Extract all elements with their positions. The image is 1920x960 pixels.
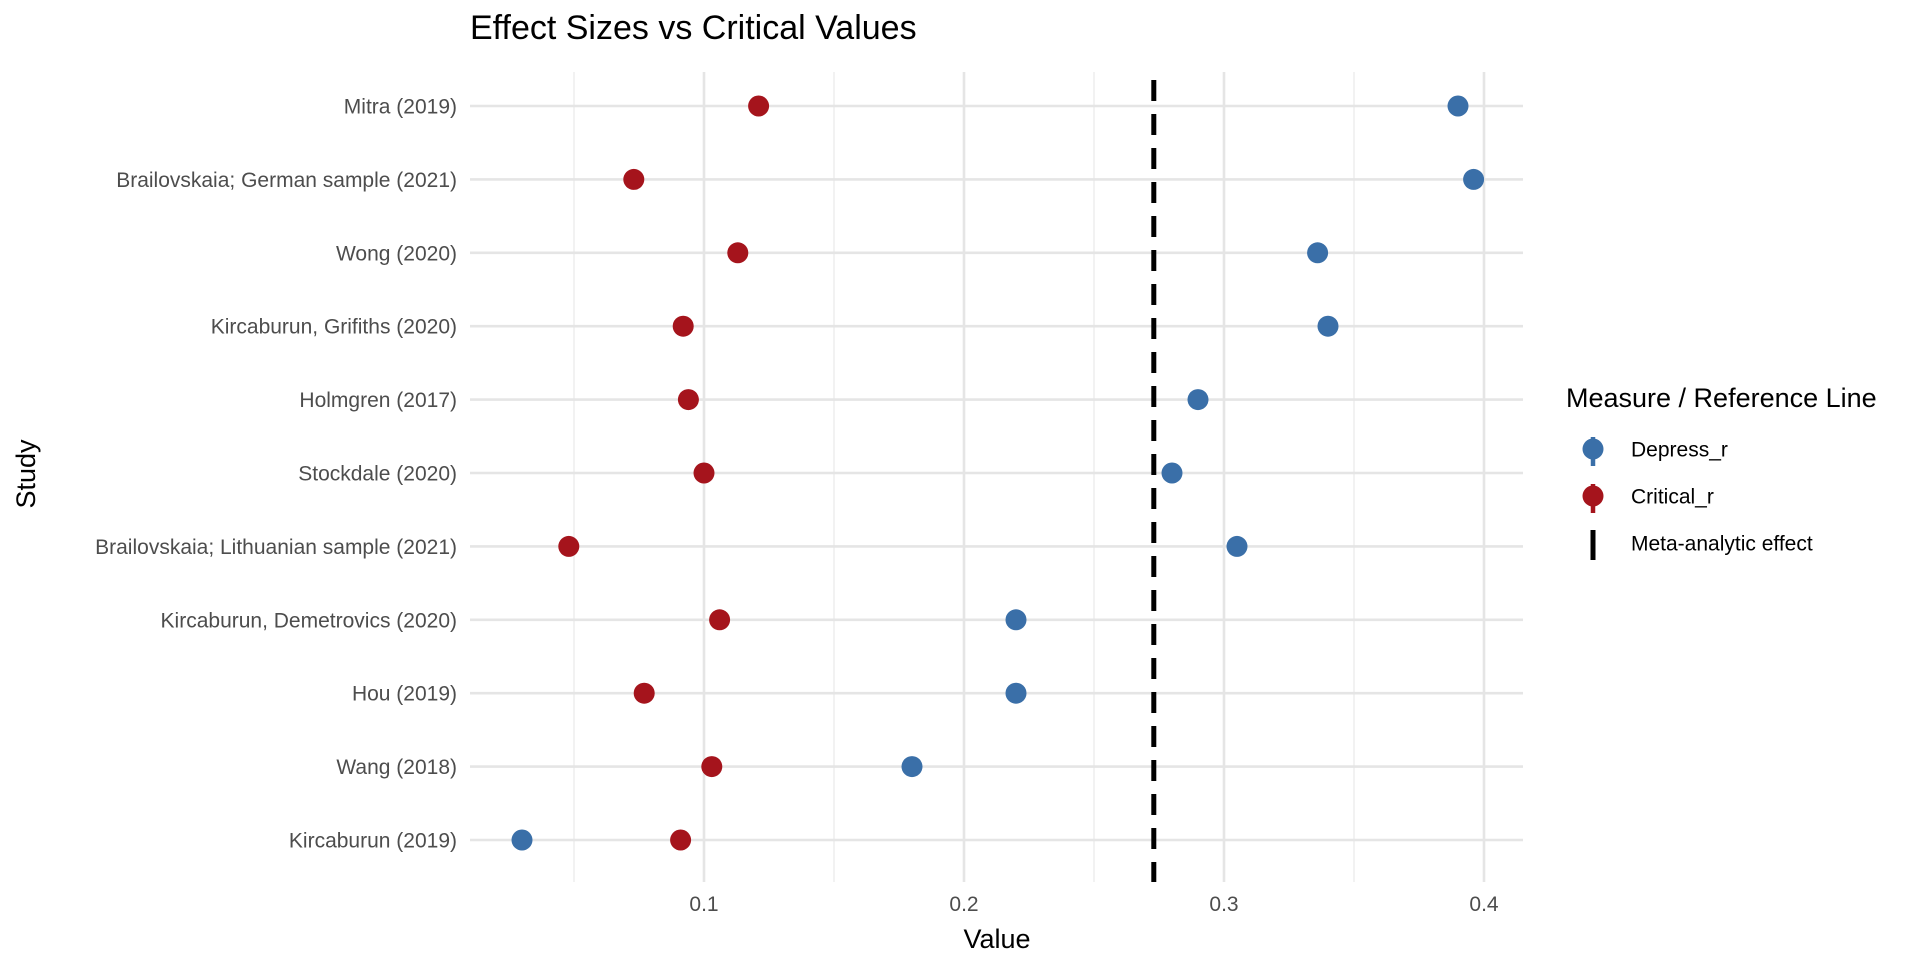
point-critical-r	[670, 829, 692, 851]
legend-key	[1582, 484, 1604, 513]
legend-items: Depress_r Critical_r Meta-analytic effect	[1582, 437, 1813, 560]
legend-key	[1582, 437, 1604, 466]
point-depress-r	[1307, 242, 1329, 264]
y-tick-label: Wang (2018)	[336, 756, 457, 779]
y-tick-label: Holmgren (2017)	[299, 389, 457, 412]
point-depress-r	[511, 829, 533, 851]
point-depress-r	[1161, 462, 1183, 484]
y-tick-label: Wong (2020)	[336, 242, 457, 265]
legend-title: Measure / Reference Line	[1566, 383, 1877, 413]
point-critical-r	[727, 242, 749, 264]
point-critical-r	[748, 95, 770, 117]
y-tick-label: Kircaburun, Demetrovics (2020)	[161, 609, 457, 632]
point-depress-r	[1005, 682, 1027, 704]
y-tick-label: Brailovskaia; German sample (2021)	[116, 169, 457, 192]
x-tick-label: 0.1	[689, 893, 718, 916]
point-depress-r	[901, 756, 923, 778]
data-points	[511, 95, 1485, 851]
y-tick-label: Stockdale (2020)	[298, 463, 457, 486]
legend-label: Depress_r	[1631, 439, 1728, 462]
grid-lines	[470, 72, 1523, 882]
legend: Measure / Reference Line Depress_r Critic…	[1566, 383, 1877, 560]
plot-area	[470, 72, 1523, 882]
legend-label: Critical_r	[1631, 486, 1714, 509]
point-depress-r	[1187, 389, 1209, 411]
point-critical-r	[701, 756, 723, 778]
y-tick-label: Hou (2019)	[352, 683, 457, 706]
point-critical-r	[558, 535, 580, 557]
point-critical-r	[709, 609, 731, 631]
legend-key-dot	[1582, 438, 1604, 460]
y-axis-title: Study	[11, 439, 41, 509]
x-axis-title: Value	[963, 924, 1030, 954]
x-axis-tick-labels: 0.1 0.2 0.3 0.4	[689, 893, 1499, 916]
point-critical-r	[623, 168, 645, 190]
point-depress-r	[1226, 535, 1248, 557]
point-critical-r	[693, 462, 715, 484]
chart-title: Effect Sizes vs Critical Values	[470, 9, 917, 47]
legend-key-dot	[1582, 485, 1604, 507]
point-depress-r	[1317, 315, 1339, 337]
legend-label: Meta-analytic effect	[1631, 533, 1813, 556]
point-depress-r	[1447, 95, 1469, 117]
point-depress-r	[1463, 168, 1485, 190]
x-tick-label: 0.2	[949, 893, 978, 916]
y-tick-label: Brailovskaia; Lithuanian sample (2021)	[95, 536, 457, 559]
point-critical-r	[633, 682, 655, 704]
x-tick-label: 0.3	[1209, 893, 1238, 916]
point-critical-r	[672, 315, 694, 337]
point-critical-r	[677, 389, 699, 411]
y-axis-tick-labels: Mitra (2019) Brailovskaia; German sample …	[95, 96, 457, 853]
x-tick-label: 0.4	[1469, 893, 1499, 916]
y-tick-label: Mitra (2019)	[344, 96, 457, 119]
point-depress-r	[1005, 609, 1027, 631]
y-tick-label: Kircaburun, Grifiths (2020)	[211, 316, 457, 339]
y-tick-label: Kircaburun (2019)	[289, 830, 457, 853]
